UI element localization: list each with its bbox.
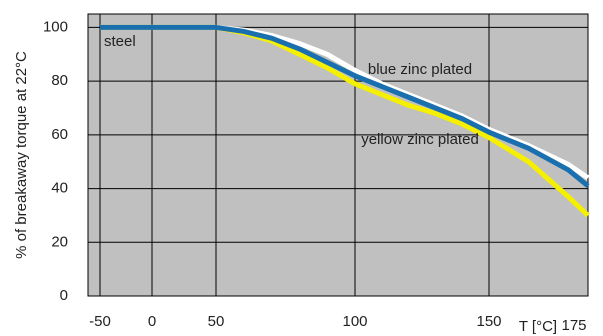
x-tick-label: 0	[148, 313, 156, 330]
y-axis-title: % of breakaway torque at 22°C	[13, 51, 30, 259]
y-tick-label: 100	[43, 18, 68, 35]
x-tick-label: -50	[89, 313, 111, 330]
x-tick-label: 100	[342, 313, 367, 330]
y-tick-label: 60	[51, 126, 68, 143]
y-tick-label: 40	[51, 180, 68, 197]
x-tick-label: 175	[561, 317, 586, 334]
y-tick-label: 80	[51, 72, 68, 89]
y-tick-label: 20	[51, 233, 68, 250]
data-line	[100, 24, 590, 188]
y-tick-label: 0	[60, 287, 68, 304]
series-label: steel	[104, 33, 136, 50]
x-tick-label: 150	[476, 313, 501, 330]
series-label: blue zinc plated	[368, 61, 472, 78]
x-axis-title: T [°C]	[519, 318, 557, 335]
series-label: yellow zinc plated	[361, 131, 479, 148]
x-tick-label: 50	[208, 313, 225, 330]
